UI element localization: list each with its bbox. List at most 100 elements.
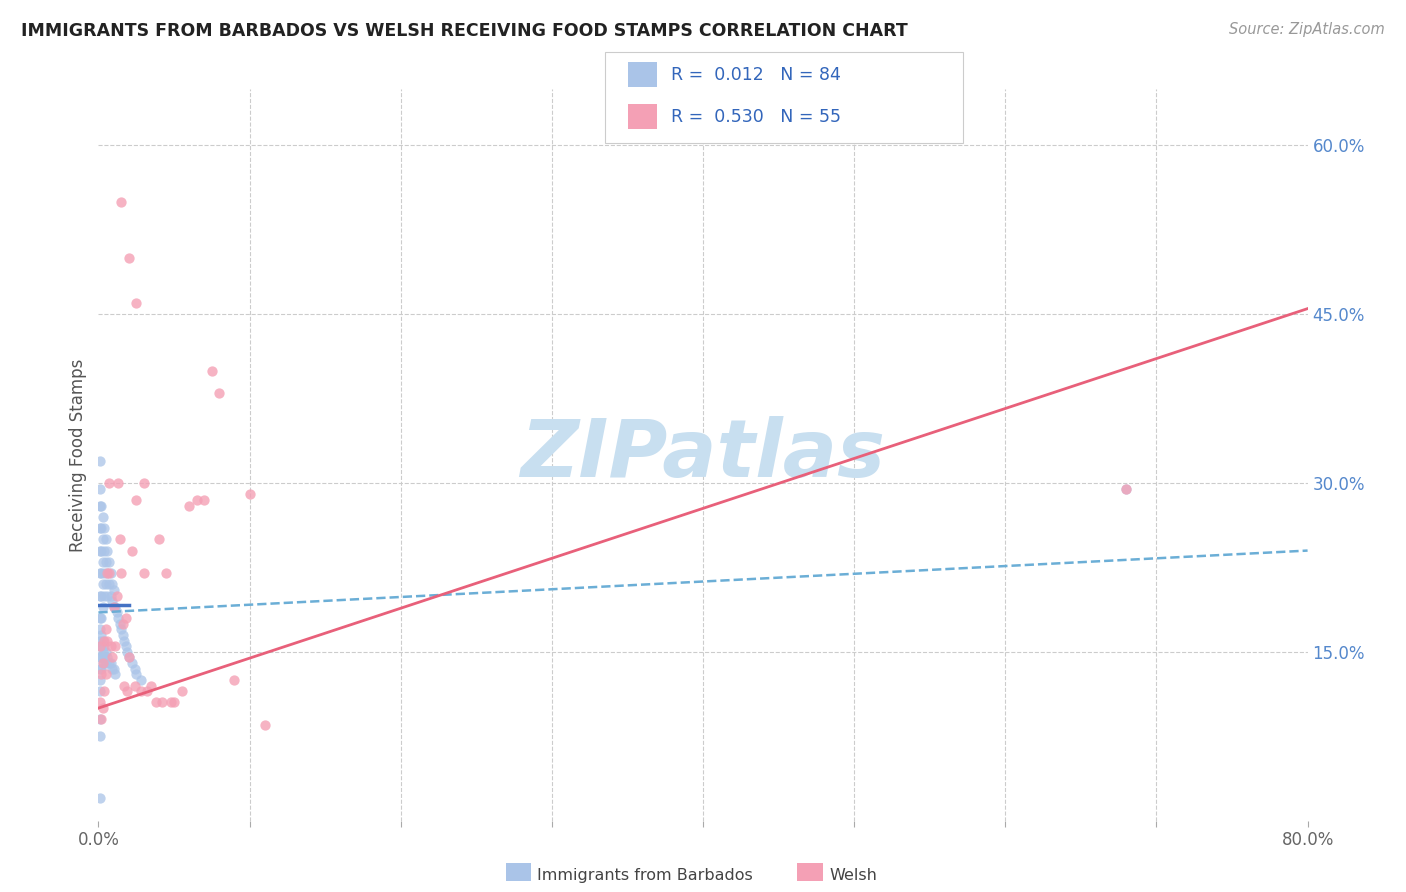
Point: [91, 633, 114, 648]
Point: [253, 718, 276, 732]
Point: [90, 543, 112, 558]
Point: [148, 533, 170, 547]
Text: Immigrants from Barbados: Immigrants from Barbados: [537, 869, 752, 883]
Point: [1115, 482, 1137, 496]
Point: [89, 729, 111, 743]
Point: [91, 645, 114, 659]
Point: [90, 628, 112, 642]
Point: [101, 662, 124, 676]
Point: [125, 296, 148, 310]
Point: [135, 684, 157, 698]
Point: [89, 639, 111, 653]
Point: [150, 696, 173, 710]
Point: [89, 521, 111, 535]
Point: [105, 589, 128, 603]
Point: [91, 599, 114, 614]
Point: [107, 611, 129, 625]
Point: [94, 555, 117, 569]
Point: [111, 616, 134, 631]
Point: [101, 650, 124, 665]
Point: [90, 499, 112, 513]
Point: [98, 577, 121, 591]
Point: [104, 599, 127, 614]
Text: IMMIGRANTS FROM BARBADOS VS WELSH RECEIVING FOOD STAMPS CORRELATION CHART: IMMIGRANTS FROM BARBADOS VS WELSH RECEIV…: [21, 22, 908, 40]
Point: [89, 482, 111, 496]
Point: [124, 662, 146, 676]
Point: [112, 679, 135, 693]
Point: [93, 639, 115, 653]
Point: [89, 623, 111, 637]
Point: [94, 656, 117, 670]
Point: [89, 791, 111, 805]
Point: [114, 639, 136, 653]
Point: [186, 492, 208, 507]
Point: [89, 673, 111, 687]
Point: [121, 656, 143, 670]
Point: [141, 679, 163, 693]
Point: [125, 667, 148, 681]
Point: [89, 543, 111, 558]
Point: [193, 492, 215, 507]
Point: [91, 656, 114, 670]
Point: [89, 712, 111, 726]
Point: [91, 509, 114, 524]
Point: [163, 696, 186, 710]
Point: [90, 611, 112, 625]
Text: Welsh: Welsh: [830, 869, 877, 883]
Point: [89, 566, 111, 580]
Point: [93, 684, 115, 698]
Point: [201, 363, 224, 377]
Point: [91, 701, 114, 715]
Point: [91, 577, 114, 591]
Text: ZIPatlas: ZIPatlas: [520, 416, 886, 494]
Point: [115, 645, 138, 659]
Point: [96, 589, 118, 603]
Point: [89, 499, 111, 513]
Point: [93, 650, 115, 665]
Point: [100, 589, 122, 603]
Y-axis label: Receiving Food Stamps: Receiving Food Stamps: [69, 359, 87, 551]
Point: [90, 662, 112, 676]
Point: [98, 566, 121, 580]
Point: [94, 667, 117, 681]
Point: [98, 476, 121, 491]
Point: [96, 566, 118, 580]
Point: [108, 616, 131, 631]
Point: [160, 696, 183, 710]
Point: [118, 251, 141, 265]
Point: [91, 533, 114, 547]
Text: Source: ZipAtlas.com: Source: ZipAtlas.com: [1229, 22, 1385, 37]
Point: [89, 684, 111, 698]
Point: [91, 656, 114, 670]
Point: [93, 633, 115, 648]
Point: [94, 577, 117, 591]
Point: [121, 543, 143, 558]
Point: [115, 684, 138, 698]
Point: [100, 656, 122, 670]
Text: R =  0.530   N = 55: R = 0.530 N = 55: [671, 108, 841, 126]
Point: [118, 650, 141, 665]
Point: [110, 566, 132, 580]
Point: [111, 628, 134, 642]
Point: [129, 684, 152, 698]
Point: [239, 487, 262, 501]
Point: [94, 623, 117, 637]
Point: [103, 662, 125, 676]
Point: [101, 594, 124, 608]
Point: [132, 476, 155, 491]
Point: [1115, 482, 1137, 496]
Point: [170, 684, 193, 698]
Point: [114, 611, 136, 625]
Text: R =  0.012   N = 84: R = 0.012 N = 84: [671, 66, 841, 84]
Point: [93, 521, 115, 535]
Point: [129, 673, 152, 687]
Point: [90, 589, 112, 603]
Point: [90, 712, 112, 726]
Point: [89, 453, 111, 467]
Point: [89, 662, 111, 676]
Point: [93, 566, 115, 580]
Point: [89, 650, 111, 665]
Point: [103, 599, 125, 614]
Point: [104, 667, 127, 681]
Point: [105, 606, 128, 620]
